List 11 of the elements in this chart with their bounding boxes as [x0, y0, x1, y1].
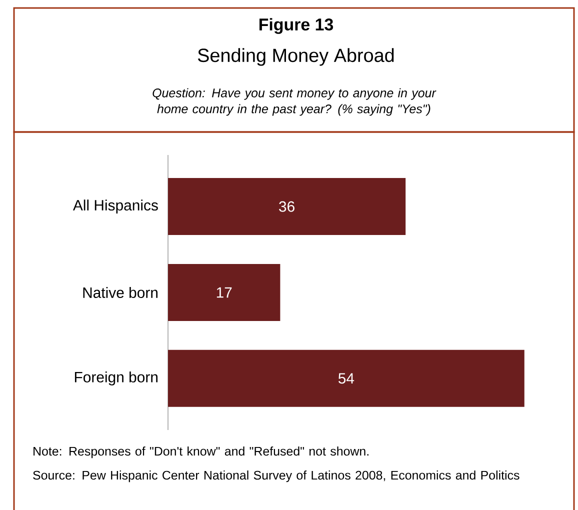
text: Question: Have you sent money to anyone in your home country in the past year? (% saying "Yes") — [152, 88, 436, 116]
chart-title: Figure 13 — [260, 18, 334, 34]
text: Note: Responses of "Don't know" and "Refused" not shown. — [34, 446, 368, 458]
y-tick-label: Foreign born — [74, 371, 158, 386]
y-tick-label: All Hispanics — [72, 200, 158, 214]
source-note: Source: Pew Hispanic Center National Survey of Latinos 2008, Economics and Politics — [33, 470, 520, 482]
data-label: 36 — [279, 201, 294, 212]
y-tick-label: Native born — [83, 287, 158, 298]
chart-subtitle: Sending Money Abroad — [198, 48, 394, 66]
data-label: 17 — [216, 287, 232, 298]
data-label: 54 — [338, 373, 354, 384]
